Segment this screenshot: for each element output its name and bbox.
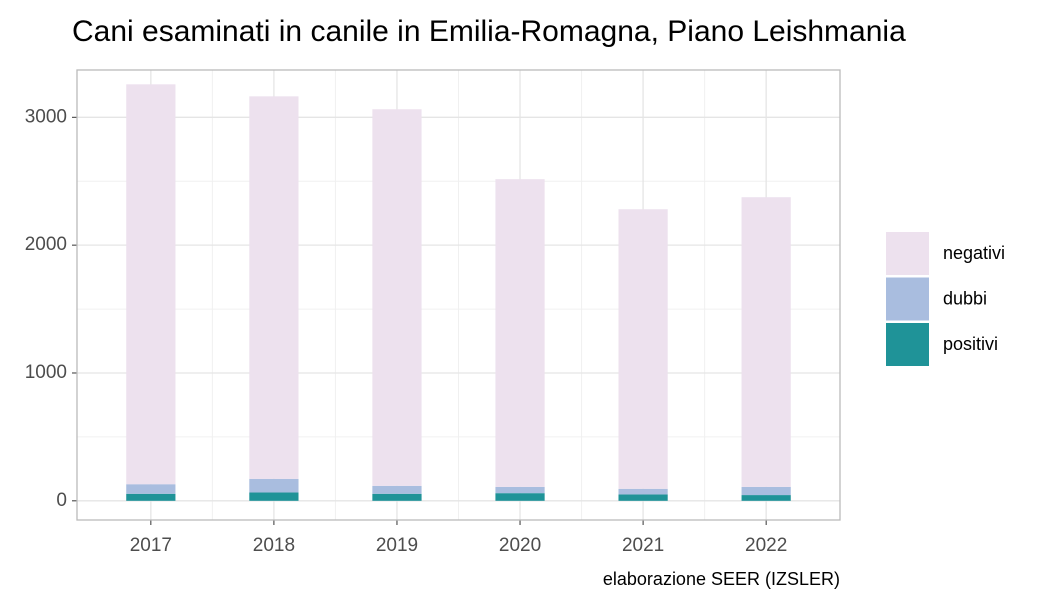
bar-segment bbox=[495, 486, 545, 494]
bar-segment bbox=[126, 493, 176, 501]
bar-segment bbox=[126, 484, 176, 494]
caption: elaborazione SEER (IZSLER) bbox=[603, 569, 840, 589]
x-tick-label: 2020 bbox=[499, 535, 541, 556]
y-tick-label: 2000 bbox=[25, 234, 67, 255]
x-tick-label: 2022 bbox=[745, 535, 787, 556]
y-tick-label: 3000 bbox=[25, 106, 67, 127]
y-tick-label: 1000 bbox=[25, 362, 67, 383]
bar-segment bbox=[495, 493, 545, 501]
bar-segment bbox=[495, 179, 545, 487]
bar-segment bbox=[618, 209, 668, 489]
legend-swatch bbox=[886, 323, 929, 366]
legend-label: negativi bbox=[943, 243, 1005, 263]
legend-label: positivi bbox=[943, 334, 998, 354]
chart-title: Cani esaminati in canile in Emilia-Romag… bbox=[72, 15, 906, 48]
bar-segment bbox=[741, 197, 791, 487]
legend-swatch bbox=[886, 277, 929, 321]
bar-segment bbox=[249, 492, 299, 501]
x-tick-label: 2021 bbox=[622, 535, 664, 556]
bar-segment bbox=[618, 488, 668, 495]
legend-label: dubbi bbox=[943, 288, 987, 308]
x-tick-label: 2017 bbox=[130, 535, 172, 556]
panel-border bbox=[76, 69, 841, 521]
bar-segment bbox=[372, 493, 422, 501]
bar-segment bbox=[249, 478, 299, 493]
y-tick-label: 0 bbox=[56, 490, 67, 511]
x-tick-label: 2019 bbox=[376, 535, 418, 556]
bar-segment bbox=[249, 96, 299, 479]
x-tick-label: 2018 bbox=[253, 535, 295, 556]
legend-swatch bbox=[886, 232, 929, 275]
bar-segment bbox=[618, 494, 668, 501]
bar-segment bbox=[372, 109, 422, 486]
bar-segment bbox=[372, 485, 422, 494]
bar-segment bbox=[126, 84, 176, 485]
bar-segment bbox=[741, 486, 791, 496]
bar-segment bbox=[741, 495, 791, 501]
